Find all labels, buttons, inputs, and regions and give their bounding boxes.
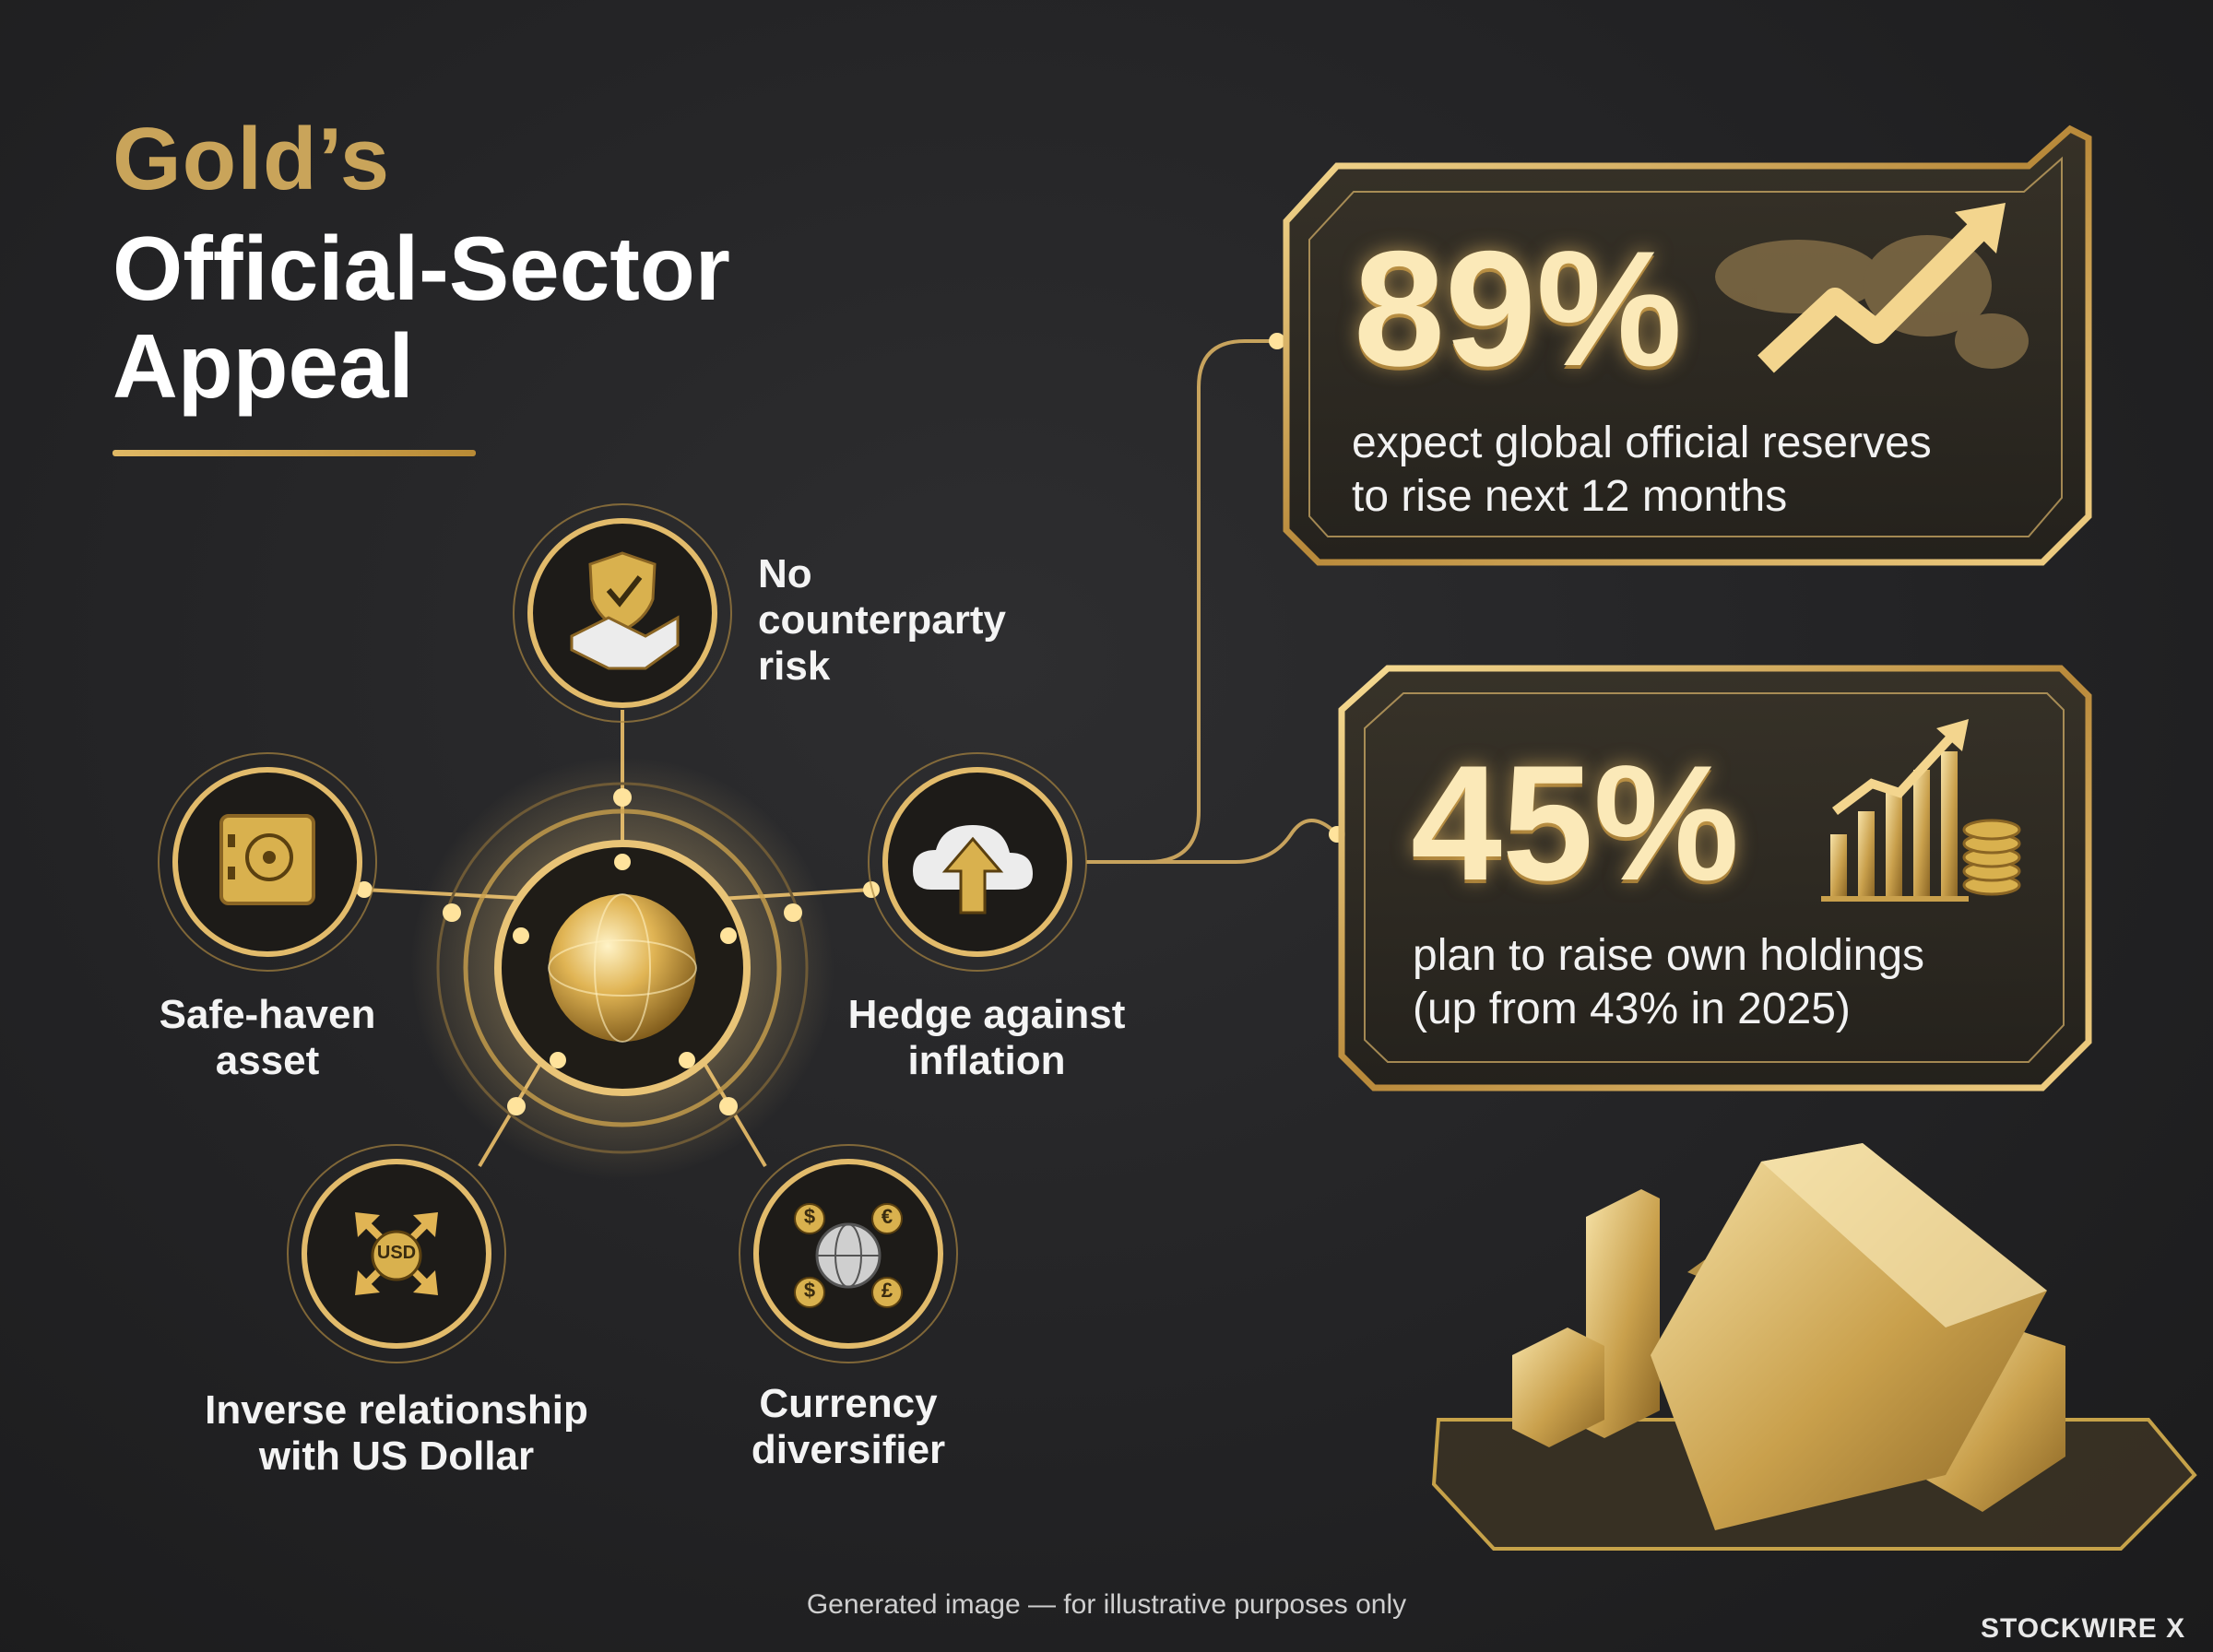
title-line1: Gold’s [112,110,391,208]
brand-logo: STOCKWIRE X [1981,1613,2186,1644]
label-currency: Currency diversifier [751,1381,946,1472]
bar-chart-coins-icon [1821,719,2021,902]
currency-symbol: € [881,1205,893,1228]
world-trend-arrow-icon [1715,203,2029,373]
usd-badge: USD [376,1243,417,1263]
label-no-counterparty: No counterparty risk [758,551,1006,689]
hub-junction-dots [356,788,880,1115]
node-outer-rings [158,503,1087,1363]
stat-text-45: plan to raise own holdings (up from 43% … [1413,931,1925,1033]
label-inverse-usd: Inverse relationship with US Dollar [205,1387,588,1479]
globe-currency-icon [794,1203,903,1308]
connector-dot [1269,333,1285,349]
title-line2a: Official-Sector [112,218,730,319]
page-title: Official-Sector Appeal [112,219,730,415]
label-hedge: Hedge against inflation [847,992,1126,1083]
title-underline [112,450,476,456]
vault-icon [219,814,315,905]
currency-symbol: $ [803,1205,816,1228]
stat-text-89: expect global official reserves to rise … [1352,419,1932,521]
title-line2b: Appeal [112,315,414,417]
cloud-upload-icon [913,825,1033,914]
gold-globe-hub [410,756,834,1180]
currency-symbol: $ [803,1279,816,1302]
stat-panel-2-frame [1338,665,2092,1092]
stat-value-89: 89% [1354,217,1683,400]
usd-arrows-icon [355,1212,438,1295]
footer-disclaimer: Generated image — for illustrative purpo… [806,1589,1407,1620]
stat-value-45: 45% [1411,731,1740,914]
stat-panel-1-frame [1283,124,2092,566]
gold-bars-illustration [1431,1143,2197,1551]
shield-handshake-icon [570,551,680,670]
currency-symbol: £ [881,1279,893,1302]
label-safe-haven: Safe-haven asset [159,992,376,1083]
connector-lines [1086,339,1339,864]
